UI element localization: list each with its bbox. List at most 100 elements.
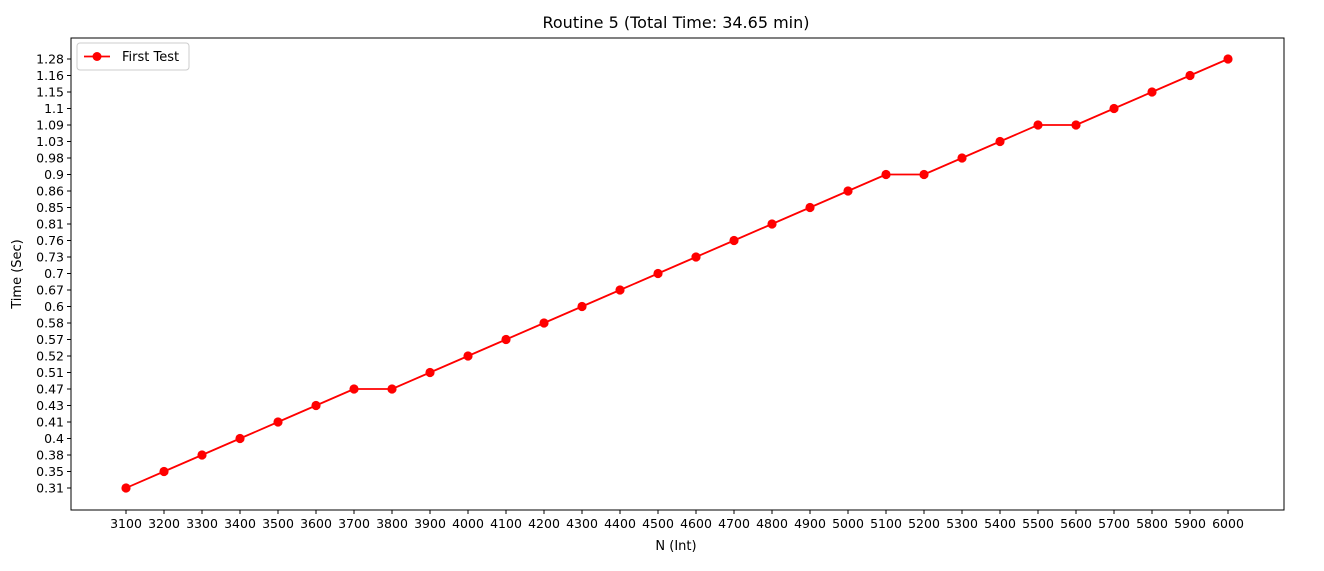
legend: First Test bbox=[76, 42, 190, 71]
data-point bbox=[577, 301, 587, 312]
y-tick-label: 0.98 bbox=[36, 151, 64, 166]
y-tick-label: 1.28 bbox=[36, 52, 64, 67]
y-tick-label: 1.03 bbox=[36, 134, 64, 149]
legend-label-first-test: First Test bbox=[122, 50, 179, 65]
y-tick-label: 0.9 bbox=[44, 167, 64, 182]
x-tick-label: 4700 bbox=[718, 516, 750, 531]
legend-box bbox=[76, 42, 190, 71]
y-tick-label: 0.76 bbox=[36, 233, 64, 248]
x-tick-label: 5800 bbox=[1136, 516, 1168, 531]
y-tick-label: 0.85 bbox=[36, 200, 64, 215]
y-tick-label: 0.7 bbox=[44, 266, 64, 281]
y-tick-label: 0.73 bbox=[36, 250, 64, 265]
y-tick-label: 0.43 bbox=[36, 398, 64, 413]
data-point bbox=[919, 169, 929, 180]
y-tick-label: 1.1 bbox=[44, 101, 64, 116]
data-point bbox=[805, 202, 815, 213]
legend-marker-swatch bbox=[92, 52, 102, 61]
data-point bbox=[387, 384, 397, 394]
x-tick-label: 5600 bbox=[1060, 516, 1092, 531]
x-tick-label: 3700 bbox=[338, 516, 370, 531]
x-tick-label: 5500 bbox=[1022, 516, 1054, 531]
data-point bbox=[463, 351, 473, 361]
x-tick-label: 4800 bbox=[756, 516, 788, 531]
data-point bbox=[843, 186, 853, 196]
x-tick-label: 3100 bbox=[110, 516, 142, 531]
y-tick-label: 0.47 bbox=[36, 382, 64, 397]
x-tick-label: 3500 bbox=[262, 516, 294, 531]
x-tick-label: 5000 bbox=[832, 516, 864, 531]
y-tick-label: 0.86 bbox=[36, 184, 64, 199]
data-point bbox=[1185, 70, 1195, 81]
data-point bbox=[159, 466, 169, 477]
x-tick-label: 4400 bbox=[604, 516, 636, 531]
y-axis: 0.310.350.380.40.410.430.470.510.520.570… bbox=[36, 52, 71, 496]
data-point bbox=[1223, 54, 1233, 64]
x-tick-label: 5100 bbox=[870, 516, 902, 531]
x-tick-label: 5700 bbox=[1098, 516, 1130, 531]
x-tick-label: 3300 bbox=[186, 516, 218, 531]
y-tick-label: 0.35 bbox=[36, 464, 64, 479]
x-tick-label: 4300 bbox=[566, 516, 598, 531]
y-tick-label: 0.31 bbox=[36, 481, 64, 496]
x-tick-label: 4500 bbox=[642, 516, 674, 531]
x-tick-label: 4000 bbox=[452, 516, 484, 531]
x-tick-label: 4600 bbox=[680, 516, 712, 531]
y-tick-label: 0.51 bbox=[36, 365, 64, 380]
y-tick-label: 1.16 bbox=[36, 68, 64, 83]
y-tick-label: 0.58 bbox=[36, 316, 64, 331]
x-tick-label: 5900 bbox=[1174, 516, 1206, 531]
data-point bbox=[691, 252, 701, 262]
chart-title: Routine 5 (Total Time: 34.65 min) bbox=[542, 13, 809, 32]
data-point bbox=[539, 318, 549, 328]
x-tick-label: 4900 bbox=[794, 516, 826, 531]
y-tick-label: 0.52 bbox=[36, 349, 64, 364]
x-axis-label: N (Int) bbox=[655, 539, 696, 554]
data-point bbox=[311, 400, 321, 411]
y-tick-label: 0.41 bbox=[36, 415, 64, 430]
x-tick-label: 4100 bbox=[490, 516, 522, 531]
x-tick-label: 3600 bbox=[300, 516, 332, 531]
x-tick-label: 4200 bbox=[528, 516, 560, 531]
y-tick-label: 0.6 bbox=[44, 299, 64, 314]
y-axis-label: Time (Sec) bbox=[10, 239, 25, 310]
data-point bbox=[881, 169, 891, 180]
x-tick-label: 3200 bbox=[148, 516, 180, 531]
series-first-test bbox=[121, 54, 1233, 493]
x-tick-label: 5200 bbox=[908, 516, 940, 531]
data-point bbox=[121, 483, 131, 493]
x-tick-label: 3800 bbox=[376, 516, 408, 531]
data-point bbox=[615, 285, 625, 295]
data-point bbox=[197, 450, 207, 460]
data-point bbox=[1109, 103, 1119, 114]
data-point bbox=[729, 235, 739, 246]
data-point bbox=[273, 417, 283, 427]
x-axis: 3100 3200 3300 3400 3500 3600 3700 3800 3900 4000… bbox=[110, 510, 1244, 531]
data-point bbox=[1147, 87, 1157, 97]
x-tick-label: 3900 bbox=[414, 516, 446, 531]
y-tick-label: 1.15 bbox=[36, 85, 64, 100]
y-tick-label: 0.67 bbox=[36, 283, 64, 298]
x-tick-label: 5300 bbox=[946, 516, 978, 531]
series-line bbox=[125, 58, 1229, 489]
data-point bbox=[995, 136, 1005, 147]
data-point bbox=[501, 334, 511, 345]
data-point bbox=[1033, 120, 1043, 130]
data-point bbox=[957, 153, 967, 163]
data-point bbox=[349, 384, 359, 394]
x-tick-label: 5400 bbox=[984, 516, 1016, 531]
data-point bbox=[653, 268, 663, 279]
data-point bbox=[425, 367, 435, 378]
data-point bbox=[1071, 120, 1081, 130]
y-tick-label: 0.57 bbox=[36, 332, 64, 347]
y-tick-label: 0.4 bbox=[44, 431, 64, 446]
y-tick-label: 0.81 bbox=[36, 217, 64, 232]
y-tick-label: 1.09 bbox=[36, 118, 64, 133]
data-point bbox=[235, 433, 245, 444]
y-tick-label: 0.38 bbox=[36, 448, 64, 463]
data-point bbox=[767, 219, 777, 229]
x-tick-label: 3400 bbox=[224, 516, 256, 531]
x-tick-label: 6000 bbox=[1212, 516, 1244, 531]
